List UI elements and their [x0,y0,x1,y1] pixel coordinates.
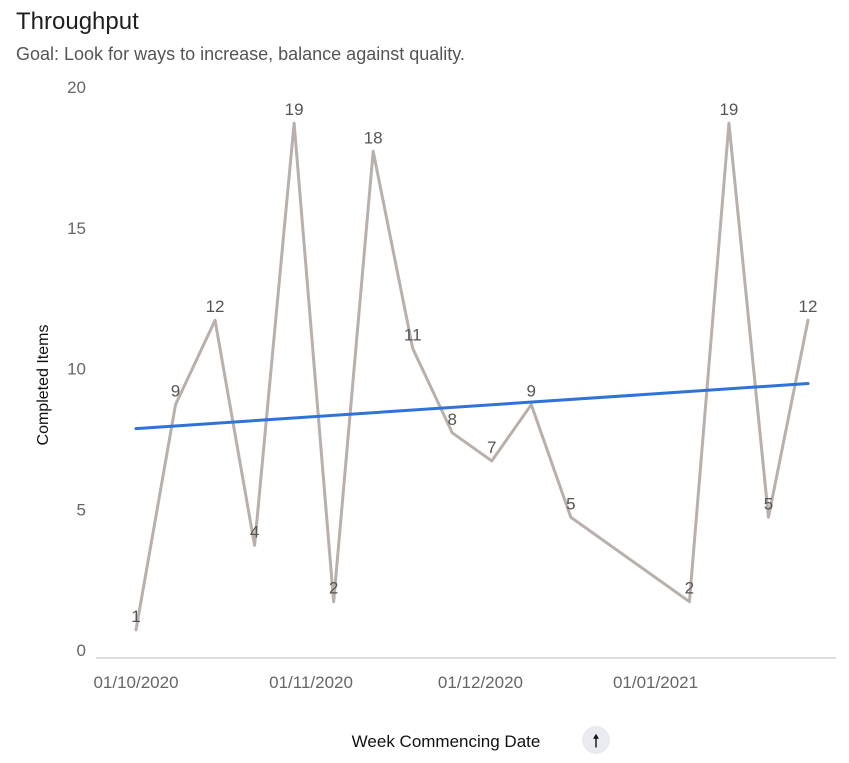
data-label: 8 [448,410,457,429]
data-label: 2 [329,579,338,598]
sort-button[interactable]: 🠕 [582,726,610,754]
y-tick-label: 15 [67,219,86,238]
x-tick-label: 01/10/2020 [93,673,178,692]
chart-lines [134,121,810,632]
x-tick-label: 01/12/2020 [438,673,523,692]
data-label: 19 [285,100,304,119]
data-label: 11 [404,325,422,344]
arrow-up-icon: 🠕 [592,731,600,751]
data-label: 5 [566,494,575,513]
series-line [134,121,810,632]
trend-line [134,382,810,431]
chart-header: Throughput Goal: Look for ways to increa… [16,6,836,66]
data-label: 9 [171,382,180,401]
page-title: Throughput [16,8,139,35]
y-tick-label: 0 [77,641,86,660]
data-label: 12 [206,297,225,316]
page-subtitle: Goal: Look for ways to increase, balance… [16,44,465,64]
x-tick-label: 01/01/2021 [613,673,698,692]
data-label: 9 [527,382,536,401]
data-label: 12 [799,297,818,316]
data-label: 5 [764,494,773,513]
sort-button-bg [582,726,610,754]
x-axis-label: Week Commencing Date [352,732,541,751]
data-label: 19 [719,100,738,119]
data-label: 4 [250,522,259,541]
data-label: 7 [487,438,496,457]
x-tick-label: 01/11/2020 [269,673,353,692]
data-label: 18 [364,128,383,147]
y-tick-label: 10 [67,360,86,379]
data-label: 1 [131,607,140,626]
y-tick-label: 5 [77,500,86,519]
y-tick-label: 20 [67,78,86,97]
data-label: 2 [685,579,694,598]
y-axis-label: Completed Items [35,325,52,446]
